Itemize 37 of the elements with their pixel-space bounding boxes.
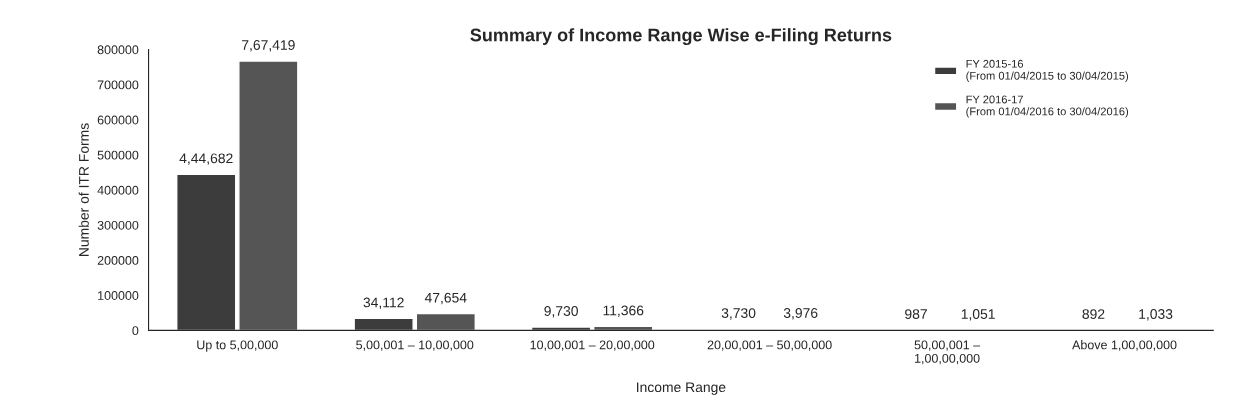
data-label: 892	[1082, 309, 1105, 320]
bar	[415, 312, 476, 331]
x-tick-label: 50,00,001 – 1,00,00,000	[914, 340, 981, 365]
data-label: 47,654	[424, 292, 467, 305]
y-tick-label: 400000	[97, 185, 139, 195]
y-tick-label: 500000	[97, 150, 139, 160]
y-tick-label: 100000	[98, 291, 139, 300]
bar	[530, 326, 592, 331]
data-label: 34,112	[363, 297, 404, 309]
y-axis-title: Number of ITR Forms	[78, 123, 89, 256]
data-label: 7,67,419	[242, 40, 295, 52]
data-label: 3,976	[783, 308, 818, 320]
legend-label: FY 2016-17 (From 01/04/2016 to 30/04/2016)	[966, 95, 1129, 118]
x-tick-label: Up to 5,00,000	[197, 340, 278, 352]
bar	[238, 60, 299, 331]
data-label: 1,033	[1139, 309, 1173, 321]
chart-title: Summary of Income Range Wise e-Filing Returns	[470, 28, 892, 46]
y-tick-label: 600000	[97, 115, 139, 125]
data-label: 1,051	[961, 309, 995, 321]
y-tick-label: 0	[132, 326, 139, 336]
data-label: 987	[905, 309, 927, 319]
legend-label: FY 2015-16 (From 01/04/2015 to 30/04/2015)	[966, 59, 1129, 82]
x-tick-label: Above 1,00,00,000	[1072, 340, 1177, 351]
data-label: 11,366	[603, 305, 644, 317]
data-label: 3,730	[721, 308, 756, 320]
x-tick-label: 20,00,001 – 50,00,000	[707, 340, 832, 351]
x-tick-label: 10,00,001 – 20,00,000	[530, 340, 655, 351]
y-tick-label: 800000	[97, 45, 139, 55]
data-label: 9,730	[544, 306, 578, 318]
y-tick-label: 300000	[97, 220, 139, 230]
x-tick-label: 5,00,001 – 10,00,000	[356, 340, 474, 351]
y-tick-label: 700000	[97, 80, 139, 90]
bar	[353, 317, 414, 331]
data-label: 4,44,682	[179, 153, 233, 165]
bar	[176, 173, 237, 331]
y-tick-label: 200000	[97, 255, 139, 265]
x-axis-title: Income Range	[637, 382, 726, 395]
